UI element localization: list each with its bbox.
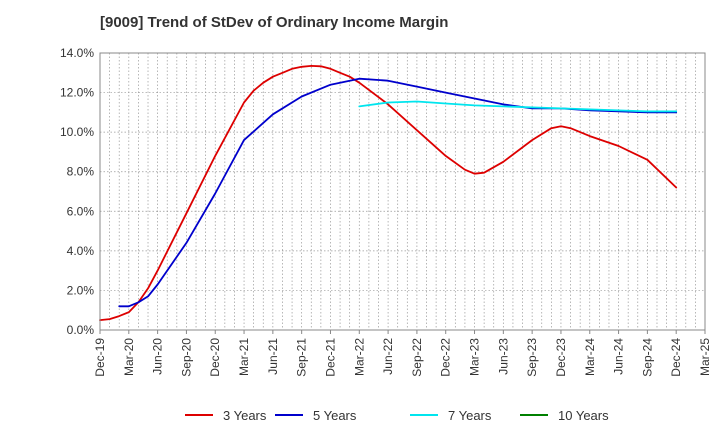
series-layer <box>99 65 678 321</box>
axis-layer: 0.0% 2.0% 4.0% 6.0% 8.0% 10.0% 12.0% 14.0% Dec-1… <box>60 46 712 377</box>
x-tick-label: Sep-23 <box>525 338 539 377</box>
y-tick-label: 14.0% <box>60 46 94 60</box>
plot-area <box>100 53 705 330</box>
x-tick-label: Sep-20 <box>179 338 193 377</box>
x-tick-label: Dec-24 <box>669 338 683 377</box>
x-tick-label: Mar-20 <box>122 338 136 376</box>
chart-title: [9009] Trend of StDev of Ordinary Income… <box>100 14 449 31</box>
x-tick-label: Dec-20 <box>208 338 222 377</box>
legend-label: 7 Years <box>448 408 492 423</box>
x-tick-label: Sep-22 <box>410 338 424 377</box>
x-tick-label: Jun-23 <box>496 338 510 375</box>
series-line-7-years <box>358 100 678 113</box>
x-tick-label: Mar-22 <box>352 338 366 376</box>
x-tick-label: Jun-24 <box>612 338 626 375</box>
x-tick-label: Dec-22 <box>439 338 453 377</box>
x-tick-label: Jun-22 <box>381 338 395 375</box>
legend-label: 5 Years <box>313 408 357 423</box>
legend-label: 10 Years <box>558 408 609 423</box>
y-tick-label: 2.0% <box>67 283 95 297</box>
x-tick-label: Dec-21 <box>323 338 337 377</box>
series-line-3-years <box>99 65 678 321</box>
legend-label: 3 Years <box>223 408 267 423</box>
x-tick-label: Mar-21 <box>237 338 251 376</box>
x-tick-label: Jun-20 <box>151 338 165 375</box>
x-tick-label: Dec-19 <box>93 338 107 377</box>
plot-frame <box>99 52 706 331</box>
y-tick-label: 6.0% <box>67 204 95 218</box>
y-tick-label: 8.0% <box>67 165 95 179</box>
x-tick-label: Sep-24 <box>640 338 654 377</box>
y-tick-label: 12.0% <box>60 86 94 100</box>
x-tick-label: Jun-21 <box>266 338 280 375</box>
legend: 3 Years 5 Years 7 Years 10 Years <box>185 408 609 423</box>
x-tick-label: Sep-21 <box>295 338 309 377</box>
x-tick-label: Dec-23 <box>554 338 568 377</box>
y-tick-label: 0.0% <box>67 323 95 337</box>
y-tick-label: 10.0% <box>60 125 94 139</box>
x-tick-label: Mar-25 <box>698 338 712 376</box>
y-tick-label: 4.0% <box>67 244 95 258</box>
x-tick-label: Mar-23 <box>468 338 482 376</box>
x-tick-label: Mar-24 <box>583 338 597 376</box>
